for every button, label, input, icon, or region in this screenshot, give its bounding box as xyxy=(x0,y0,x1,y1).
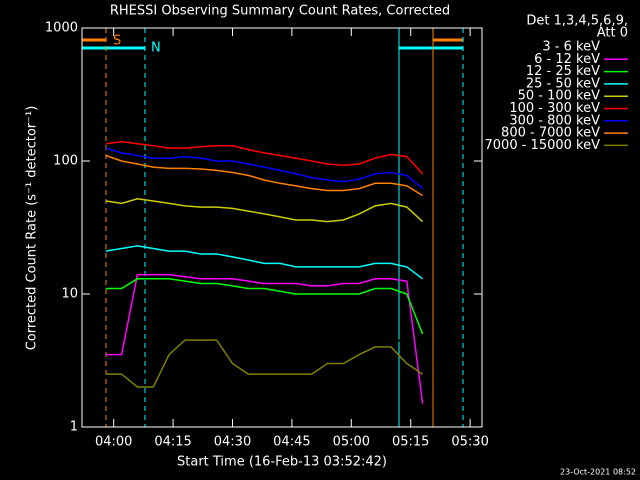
y-tick-label: 1000 xyxy=(45,21,78,36)
x-tick-label: 04:30 xyxy=(214,435,251,450)
x-tick-label: 05:00 xyxy=(333,435,370,450)
series-line xyxy=(105,278,424,335)
legend-label: 100 - 300 keV xyxy=(509,101,600,116)
series-line xyxy=(105,339,424,388)
x-tick-label: 04:15 xyxy=(154,435,191,450)
x-tick-label: 05:15 xyxy=(392,435,429,450)
series-line xyxy=(105,147,424,190)
plot-frame xyxy=(81,27,483,428)
series-line xyxy=(105,245,424,280)
x-tick-label: 04:45 xyxy=(273,435,310,450)
y-tick-label: 1 xyxy=(70,420,78,435)
legend-label: 6 - 12 keV xyxy=(534,52,600,67)
y-axis-label: Corrected Count Rate (s⁻¹ detector⁻¹) xyxy=(25,106,40,351)
night-label: N xyxy=(151,41,161,56)
x-tick-label: 04:00 xyxy=(95,435,132,450)
series-line xyxy=(105,273,424,404)
series-line xyxy=(105,198,424,223)
legend-label: 800 - 7000 keV xyxy=(501,126,600,141)
legend-label: 12 - 25 keV xyxy=(526,64,600,79)
x-tick-label: 05:30 xyxy=(451,435,488,450)
legend-label: 7000 - 15000 keV xyxy=(485,138,601,153)
legend-label: 3 - 6 keV xyxy=(542,40,600,55)
legend-title: Att 0 xyxy=(597,26,628,41)
chart-title: RHESSI Observing Summary Count Rates, Co… xyxy=(110,4,450,19)
legend-label: 25 - 50 keV xyxy=(526,76,600,91)
saa-label: S xyxy=(113,34,121,49)
y-tick-label: 100 xyxy=(53,154,78,169)
series-line xyxy=(105,140,424,175)
x-axis-label: Start Time (16-Feb-13 03:52:42) xyxy=(177,455,387,470)
legend-title: Det 1,3,4,5,6,9, xyxy=(526,14,628,29)
footer-date: 23-Oct-2021 08:52 xyxy=(560,468,636,477)
series-line xyxy=(105,333,424,375)
series-line xyxy=(105,154,423,197)
y-tick-label: 10 xyxy=(61,287,78,302)
legend-label: 50 - 100 keV xyxy=(518,89,601,104)
legend-label: 300 - 800 keV xyxy=(509,113,600,128)
